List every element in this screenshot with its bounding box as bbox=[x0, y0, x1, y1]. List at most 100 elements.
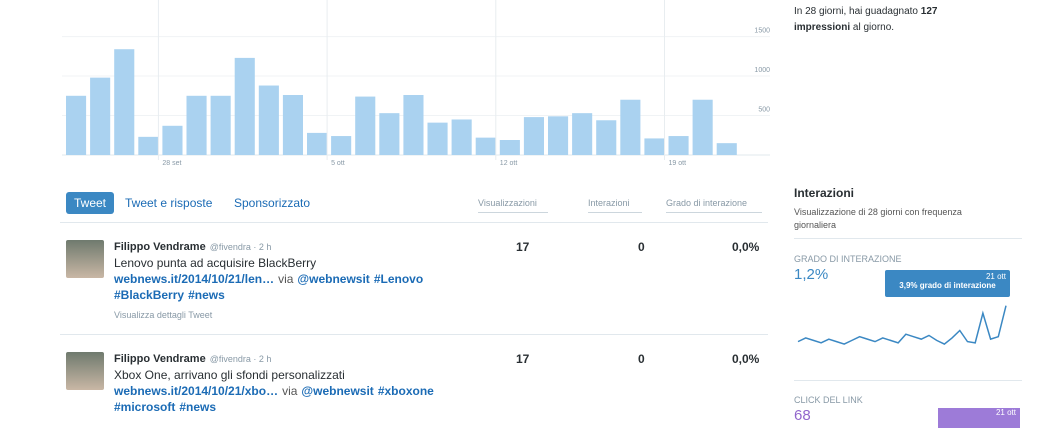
column-header[interactable]: Visualizzazioni bbox=[478, 198, 548, 213]
views: 17 bbox=[516, 352, 530, 366]
bar bbox=[114, 49, 135, 155]
interactions: 0 bbox=[638, 352, 645, 366]
handle: @fivendra · 2 h bbox=[209, 354, 272, 364]
summary-text: In 28 giorni, hai guadagnato bbox=[794, 6, 921, 17]
text: via bbox=[278, 272, 294, 286]
tweet-line: #BlackBerry #news bbox=[114, 287, 427, 303]
tweet-line: #microsoft #news bbox=[114, 399, 438, 415]
tooltip-date: 21 ott bbox=[985, 272, 1006, 281]
bar bbox=[644, 138, 665, 155]
engagement-rate: 0,0% bbox=[732, 240, 760, 254]
tab[interactable]: Sponsorizzato bbox=[234, 196, 311, 210]
tweet-body: Filippo Vendrame @fivendra · 2 h Lenovo pu… bbox=[114, 238, 427, 323]
impressions-chart: 500 1000 1500 28 set 5 ott 12 ott 19 ott bbox=[62, 0, 770, 167]
link[interactable]: #xboxone bbox=[377, 384, 434, 398]
summary-text: al giorno. bbox=[850, 22, 895, 33]
tab[interactable]: Tweet bbox=[66, 192, 115, 214]
bar bbox=[258, 85, 279, 155]
bar bbox=[282, 95, 303, 155]
bar bbox=[692, 99, 713, 155]
bar bbox=[379, 113, 400, 155]
section-subtitle: Visualizzazione di 28 giorni con frequen… bbox=[794, 207, 962, 230]
tweet-line: webnews.it/2014/10/21/xbo… via @webnewsit #… bbox=[114, 383, 438, 399]
bar bbox=[716, 143, 737, 155]
separator bbox=[794, 380, 1022, 381]
avatar bbox=[66, 352, 104, 390]
link[interactable]: #news bbox=[188, 288, 225, 302]
bar bbox=[548, 116, 569, 155]
bar bbox=[403, 95, 424, 155]
column-header[interactable]: Interazioni bbox=[588, 198, 642, 213]
link[interactable]: #BlackBerry bbox=[114, 288, 185, 302]
tab[interactable]: Tweet e risposte bbox=[125, 196, 213, 210]
bar bbox=[162, 125, 183, 155]
y-tick-label: 1500 bbox=[754, 28, 770, 35]
details-link[interactable]: Visualizza dettagli Tweet bbox=[114, 310, 213, 320]
summary: In 28 giorni, hai guadagnato 127 impressi… bbox=[794, 4, 937, 36]
bar bbox=[355, 96, 376, 155]
metric-label: GRADO DI INTERAZIONE bbox=[794, 254, 902, 264]
bar bbox=[596, 120, 617, 155]
link[interactable]: #microsoft bbox=[114, 400, 176, 414]
bar bbox=[186, 95, 207, 155]
text: via bbox=[282, 384, 298, 398]
column-header[interactable]: Grado di interazione bbox=[666, 198, 762, 213]
metric-value: 1,2% bbox=[794, 266, 829, 283]
link[interactable]: webnews.it/2014/10/21/len… bbox=[114, 272, 275, 286]
tweet-body: Filippo Vendrame @fivendra · 2 h Xbox One,… bbox=[114, 350, 438, 415]
bar bbox=[620, 99, 641, 155]
summary-unit: impressioni bbox=[794, 22, 851, 33]
bar bbox=[66, 95, 87, 155]
interactions: 0 bbox=[638, 240, 645, 254]
metric-label: CLICK DEL LINK bbox=[794, 395, 863, 405]
x-tick-label: 28 set bbox=[162, 160, 181, 167]
x-tick-label: 19 ott bbox=[669, 160, 687, 167]
engagement-rate: 0,0% bbox=[732, 352, 760, 366]
link[interactable]: #news bbox=[179, 400, 217, 414]
link[interactable]: @webnewsit bbox=[301, 384, 374, 398]
metric-value: 68 bbox=[794, 407, 811, 424]
avatar bbox=[66, 240, 104, 278]
tweet-text: Xbox One, arrivano gli sfondi personaliz… bbox=[114, 368, 345, 382]
separator bbox=[60, 334, 768, 335]
engagement-chart bbox=[797, 305, 1007, 345]
bar bbox=[523, 117, 544, 155]
bar bbox=[499, 140, 520, 155]
separator bbox=[794, 238, 1022, 239]
x-tick-label: 12 ott bbox=[500, 160, 518, 167]
bar bbox=[668, 136, 689, 155]
tweet-header: Filippo Vendrame @fivendra · 2 h bbox=[114, 350, 438, 367]
bar bbox=[451, 119, 472, 155]
tweet-line: webnews.it/2014/10/21/len… via @webnewsit #… bbox=[114, 271, 427, 287]
bar bbox=[234, 57, 255, 155]
link[interactable]: #Lenovo bbox=[373, 272, 424, 286]
link[interactable]: webnews.it/2014/10/21/xbo… bbox=[114, 384, 279, 398]
tweet-header: Filippo Vendrame @fivendra · 2 h bbox=[114, 238, 427, 255]
separator bbox=[60, 222, 768, 223]
tooltip: 21 ott 3,9% grado di interazione bbox=[885, 270, 1010, 297]
author: Filippo Vendrame bbox=[114, 353, 206, 365]
author: Filippo Vendrame bbox=[114, 241, 206, 253]
summary-number: 127 bbox=[920, 6, 938, 17]
bar bbox=[427, 122, 448, 155]
bar bbox=[138, 136, 159, 155]
bar bbox=[90, 77, 111, 155]
bar bbox=[475, 137, 496, 155]
x-tick-label: 5 ott bbox=[331, 160, 345, 167]
y-tick-label: 500 bbox=[758, 107, 770, 114]
link[interactable]: @webnewsit bbox=[297, 272, 370, 286]
bar bbox=[210, 95, 231, 155]
bar bbox=[572, 113, 593, 155]
handle: @fivendra · 2 h bbox=[209, 242, 272, 252]
bar bbox=[307, 132, 328, 155]
line bbox=[797, 305, 1007, 345]
section-title: Interazioni bbox=[794, 186, 855, 200]
tooltip-date: 21 ott bbox=[995, 408, 1016, 417]
views: 17 bbox=[516, 240, 530, 254]
tweet-text: Lenovo punta ad acquisire BlackBerry bbox=[114, 256, 317, 270]
bar bbox=[331, 136, 352, 155]
y-tick-label: 1000 bbox=[754, 67, 770, 74]
tooltip: 21 ott bbox=[938, 408, 1020, 428]
tooltip-text: 3,9% grado di interazione bbox=[899, 281, 996, 290]
